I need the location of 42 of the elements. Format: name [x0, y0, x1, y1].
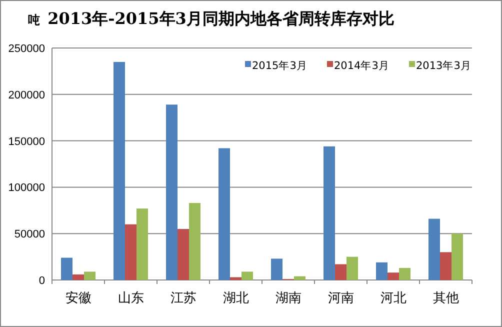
y-axis-title: 吨 — [28, 13, 40, 27]
bar — [346, 256, 358, 280]
bar — [84, 272, 96, 280]
bar — [294, 276, 306, 280]
bar — [166, 104, 178, 280]
x-tick-label: 山东 — [118, 291, 144, 306]
chart-title: 2013年-2015年3月同期内地各省周转库存对比 — [48, 9, 394, 28]
bar — [61, 258, 72, 280]
bar — [428, 218, 440, 280]
y-tick-label: 50000 — [14, 228, 45, 241]
bar — [271, 258, 282, 280]
bar — [189, 202, 200, 280]
legend-label: 2015年3月 — [252, 60, 308, 72]
bar — [324, 146, 335, 280]
y-tick-label: 150000 — [8, 136, 45, 148]
legend-label: 2014年3月 — [334, 60, 390, 72]
bar — [376, 262, 388, 280]
y-tick-label: 250000 — [8, 43, 45, 55]
bar — [125, 224, 136, 280]
bar — [388, 272, 399, 280]
y-tick-label: 200000 — [8, 89, 45, 102]
x-tick-label: 江苏 — [170, 291, 196, 306]
x-tick-label: 湖南 — [275, 291, 302, 306]
y-tick-label: 0 — [38, 275, 45, 287]
x-tick-label: 湖北 — [222, 291, 249, 306]
bar — [242, 272, 253, 280]
bar — [399, 268, 410, 280]
x-tick-label: 其他 — [432, 291, 459, 306]
bar — [136, 208, 148, 280]
x-tick-label: 安徽 — [65, 290, 92, 306]
bar — [452, 234, 463, 280]
legend-label: 2013年3月 — [416, 60, 472, 72]
y-tick-label: 100000 — [8, 182, 45, 194]
x-tick-label: 河南 — [328, 291, 354, 306]
x-tick-label: 河北 — [380, 291, 406, 306]
bar — [218, 148, 230, 280]
bar — [114, 62, 125, 280]
bar — [72, 274, 84, 280]
bar — [335, 264, 346, 280]
bar — [440, 252, 452, 280]
bar — [230, 277, 242, 280]
bar — [178, 228, 189, 280]
